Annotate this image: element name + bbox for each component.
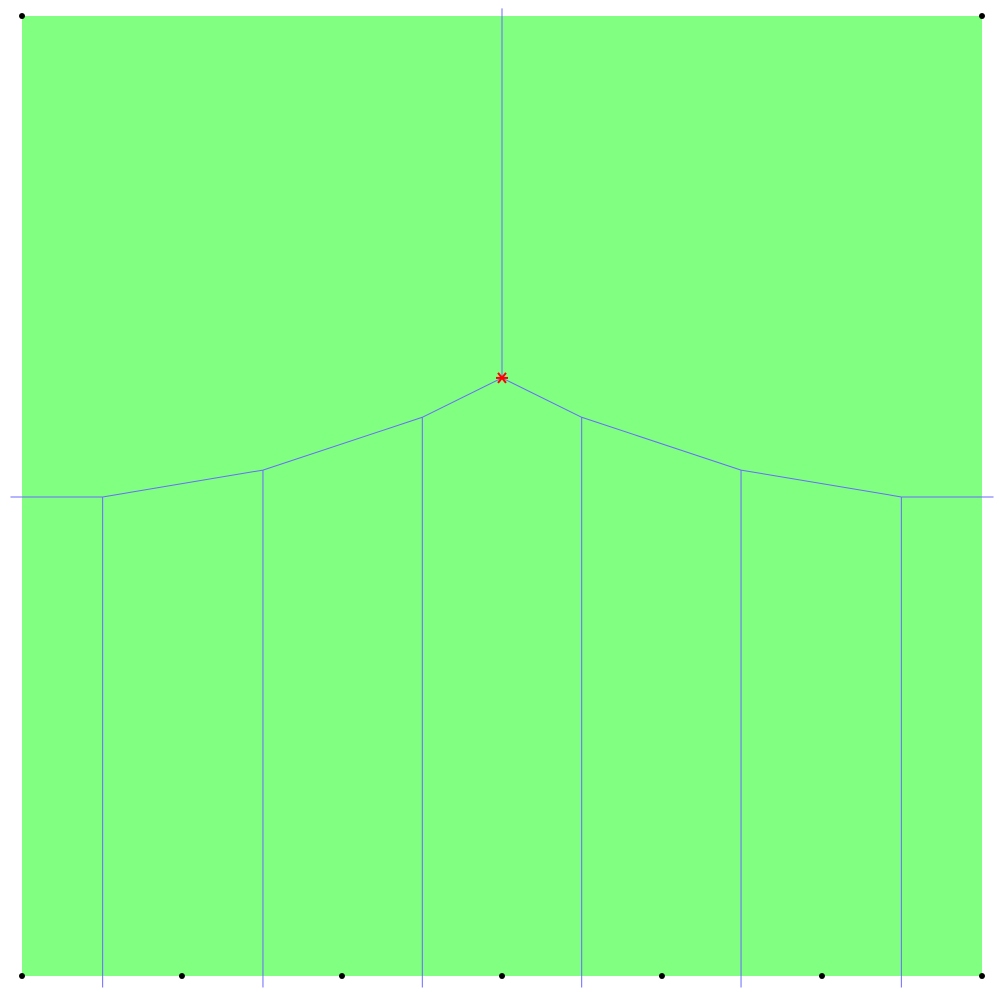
red-star-stroke-3: [497, 372, 507, 384]
site-point-bottom-5: [658, 973, 665, 979]
red-star-icon: [496, 372, 508, 384]
site-point-bottom-3: [338, 973, 345, 979]
site-point-top-left: [19, 13, 25, 19]
site-point-bottom-6: [818, 973, 825, 979]
site-point-bottom-1: [19, 973, 25, 979]
site-point-top-right: [979, 13, 985, 19]
site-point-bottom-7: [979, 973, 985, 979]
site-point-bottom-2: [178, 973, 185, 979]
site-point-bottom-4: [499, 973, 505, 979]
